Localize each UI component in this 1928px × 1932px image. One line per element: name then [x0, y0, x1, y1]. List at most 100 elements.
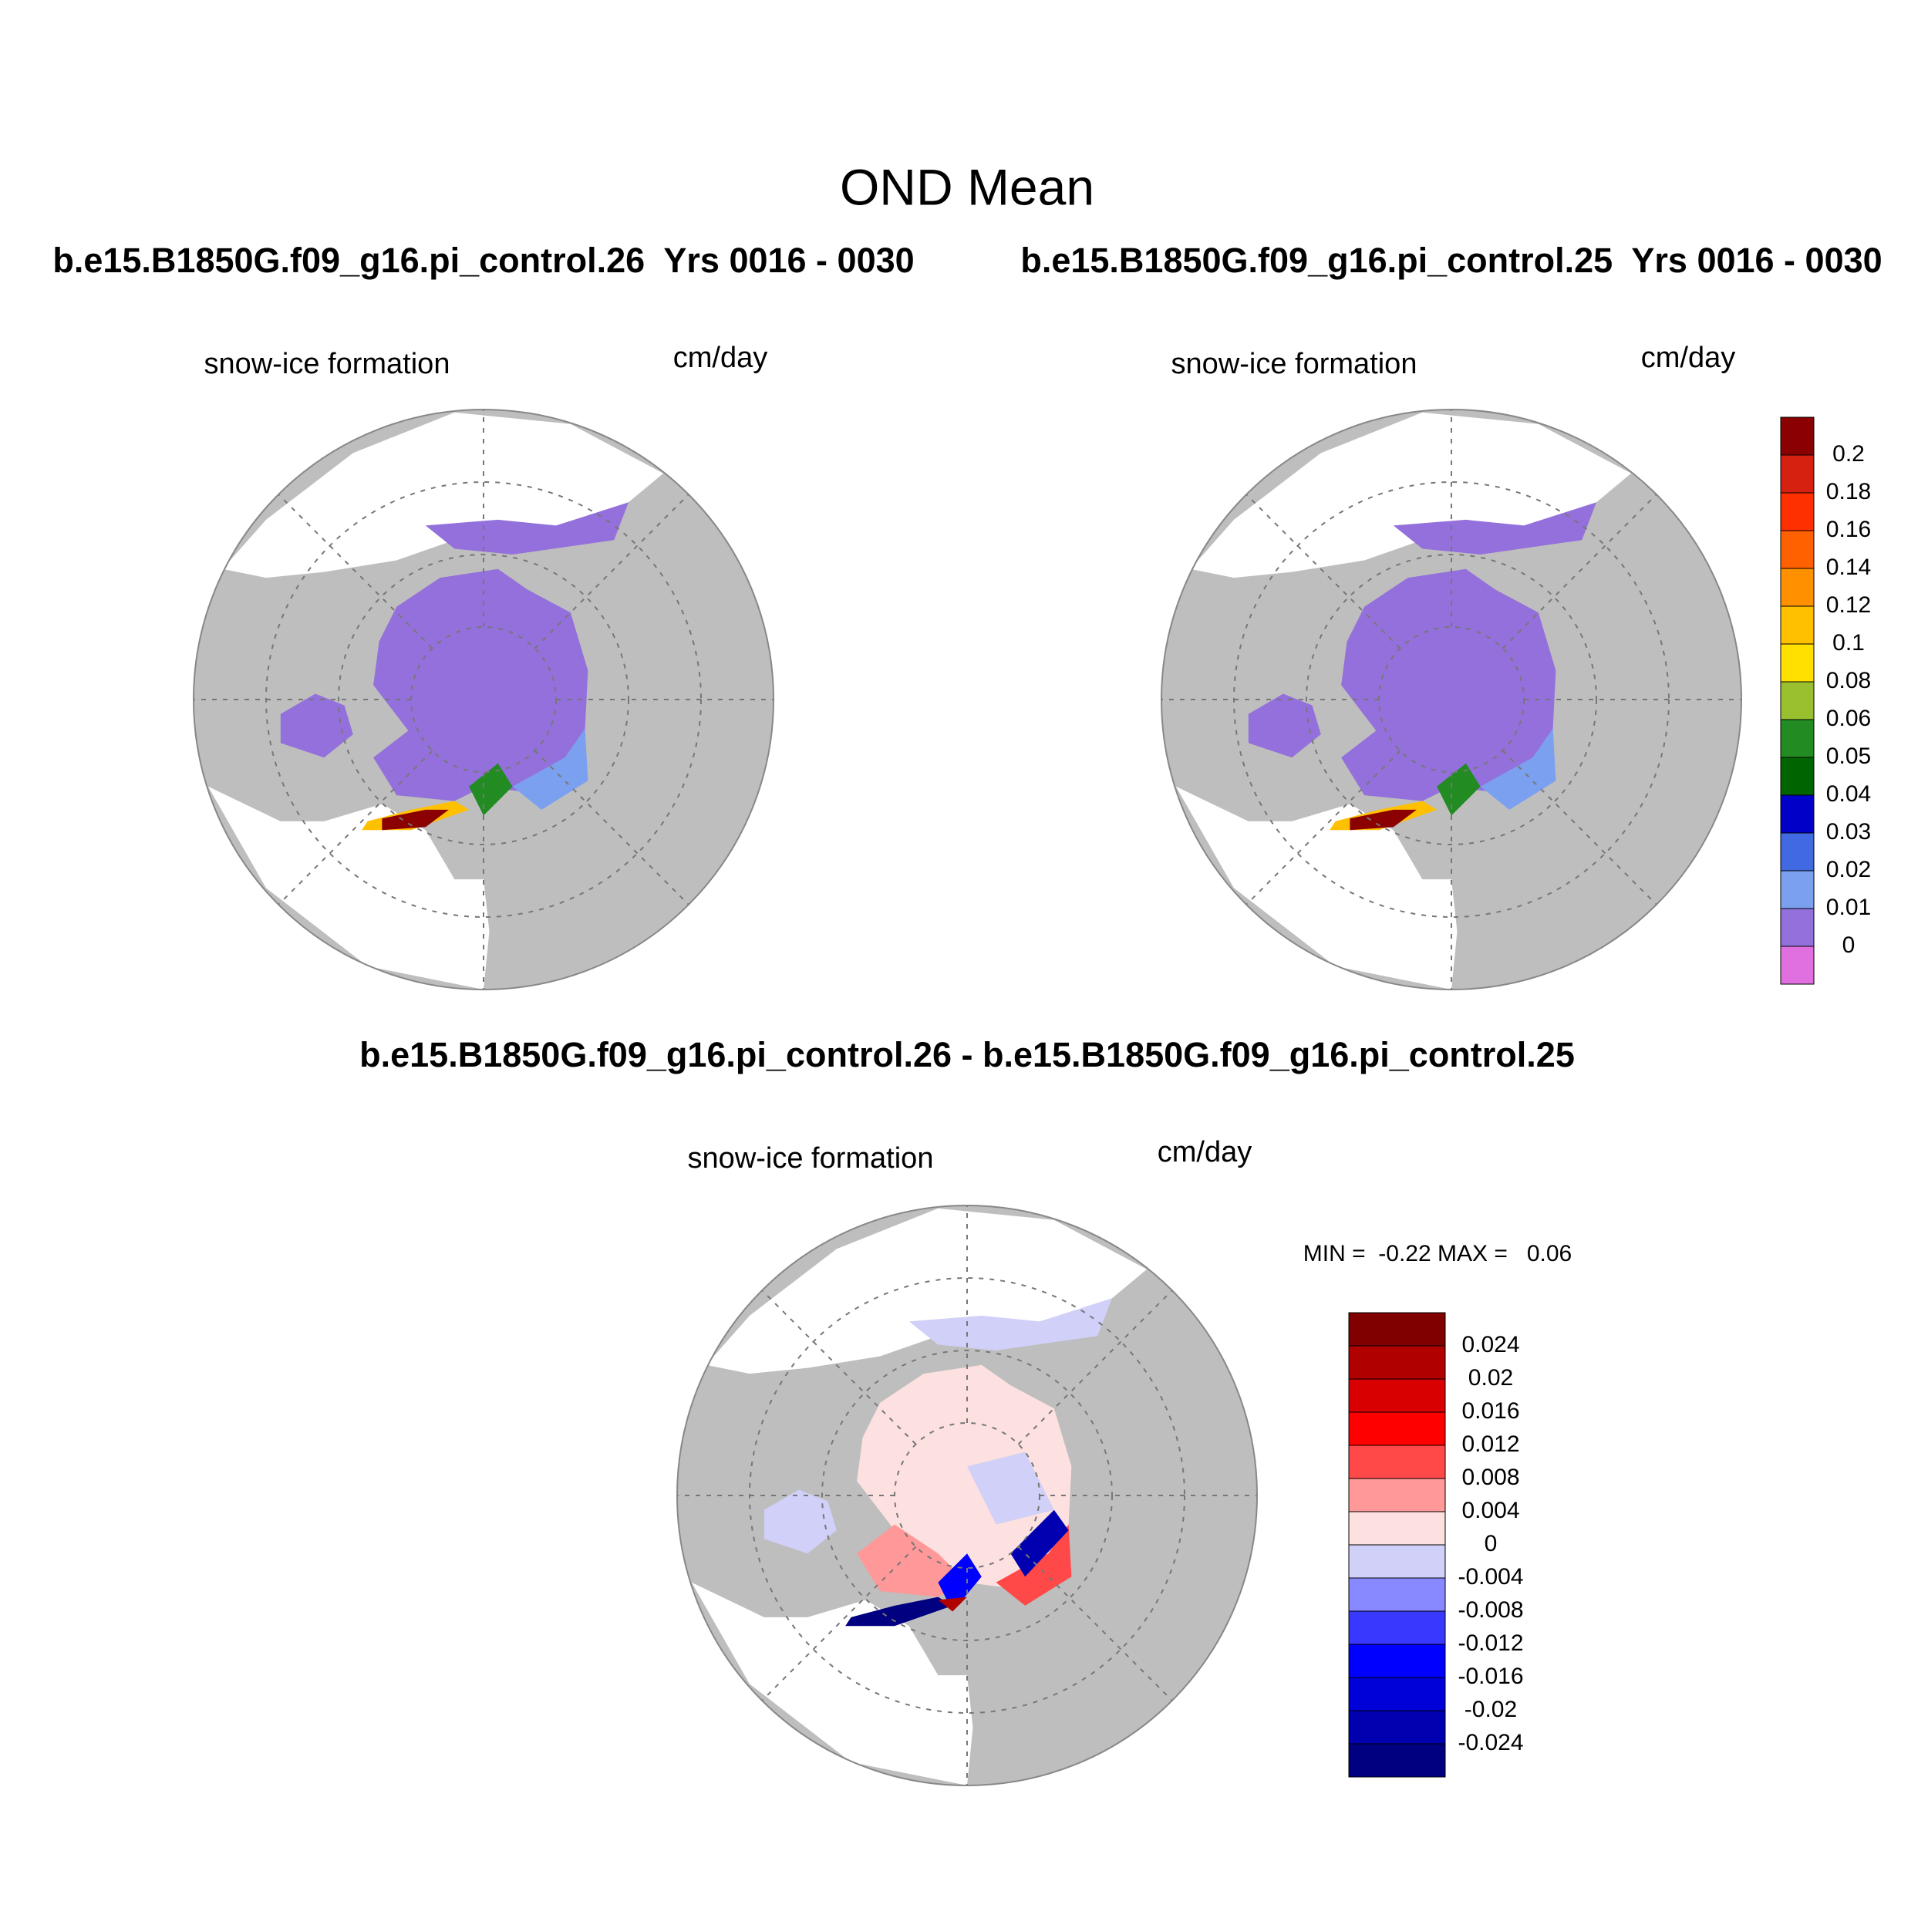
min-max-label: MIN = -0.22 MAX = 0.06 [1303, 1241, 1572, 1266]
colorbar-label: -0.024 [1458, 1730, 1523, 1755]
longitude-line [1502, 750, 1657, 905]
field-patch [908, 1298, 1112, 1350]
field-patch [373, 568, 588, 793]
ocean [706, 1208, 1148, 1374]
variable-label: snow-ice formation [1171, 348, 1417, 380]
colorbar-label: 0.012 [1461, 1431, 1519, 1457]
colorbar-label: -0.012 [1458, 1630, 1523, 1656]
colorbar-box [1780, 794, 1815, 834]
colorbar-box [1348, 1743, 1446, 1778]
colorbar-box [1348, 1511, 1446, 1546]
ocean [1190, 412, 1632, 578]
colorbar-box [1780, 832, 1815, 872]
colorbar-box [1780, 454, 1815, 494]
field-patch [1341, 568, 1556, 793]
map-body [1161, 410, 1741, 990]
colorbar-box [1780, 908, 1815, 947]
polar-map [193, 409, 774, 990]
case-title: b.e15.B1850G.f09_g16.pi_control.25 Yrs 0… [1020, 241, 1882, 280]
colorbar-label: 0.2 [1832, 441, 1865, 467]
latitude-line [821, 1350, 1113, 1641]
field-patch [1437, 763, 1481, 816]
colorbar-box [1780, 643, 1815, 683]
colorbar-label: 0.1 [1832, 630, 1865, 656]
colorbar-box [1780, 605, 1815, 645]
colorbar-box [1780, 757, 1815, 796]
colorbar-label: 0.016 [1461, 1398, 1519, 1424]
colorbar-box [1780, 870, 1815, 909]
colorbar-box [1780, 719, 1815, 758]
colorbar-box [1780, 492, 1815, 531]
ocean [222, 412, 664, 578]
field-patch [1350, 809, 1417, 831]
colorbar-box [1780, 416, 1815, 456]
colorbar-box [1348, 1677, 1446, 1711]
colorbar-box [1348, 1577, 1446, 1612]
longitude-line [1502, 494, 1657, 649]
map-border [676, 1205, 1258, 1786]
colorbar-box [1348, 1345, 1446, 1380]
field-patch [382, 809, 449, 831]
longitude-line [534, 494, 689, 649]
colorbar-box [1348, 1710, 1446, 1745]
colorbar-label: -0.02 [1465, 1697, 1517, 1722]
colorbar-box [1348, 1445, 1446, 1479]
longitude-line [1017, 1290, 1173, 1445]
colorbar-label: 0.18 [1826, 479, 1871, 504]
longitude-line [1245, 750, 1401, 905]
colorbar-box [1348, 1312, 1446, 1347]
map-border [1161, 409, 1742, 990]
field-patch [1010, 1509, 1069, 1577]
field-patch [967, 1452, 1054, 1525]
colorbar-box [1348, 1544, 1446, 1579]
field-patch [512, 728, 588, 810]
map-body [194, 410, 774, 990]
colorbar-label: 0.02 [1826, 857, 1871, 882]
colorbar-box [1780, 681, 1815, 720]
units-label: cm/day [1158, 1136, 1252, 1168]
longitude-line [278, 494, 433, 649]
colorbar-label: 0.008 [1461, 1465, 1519, 1490]
field-patch [425, 502, 629, 555]
ocean [1175, 786, 1458, 990]
polar-map [676, 1205, 1258, 1786]
main-title: OND Mean [840, 158, 1094, 215]
colorbar-label: -0.004 [1458, 1564, 1523, 1590]
colorbar-box [1348, 1478, 1446, 1512]
colorbar-label: 0.16 [1826, 517, 1871, 542]
units-label: cm/day [1641, 342, 1735, 374]
colorbar-box [1780, 946, 1815, 985]
colorbar-label: 0.14 [1826, 555, 1871, 580]
case-title: b.e15.B1850G.f09_g16.pi_control.26 - b.e… [359, 1035, 1575, 1074]
colorbar-box [1780, 568, 1815, 607]
colorbar-label: 0.01 [1826, 895, 1871, 920]
field-patch [845, 1597, 953, 1627]
longitude-line [1245, 494, 1401, 649]
colorbar-label: 0 [1842, 932, 1856, 958]
colorbar-label: 0.02 [1468, 1365, 1513, 1391]
units-label: cm/day [673, 342, 767, 374]
longitude-line [761, 1290, 917, 1445]
field-patch [763, 1489, 837, 1554]
colorbar-label: 0.05 [1826, 743, 1871, 769]
colorbar-label: 0.06 [1826, 706, 1871, 731]
colorbar-label: 0.08 [1826, 668, 1871, 693]
field-patch [280, 693, 353, 758]
colorbar-label: 0.024 [1461, 1332, 1519, 1357]
colorbar-label: 0.03 [1826, 819, 1871, 845]
field-patch [1393, 502, 1596, 555]
colorbar-box [1348, 1610, 1446, 1645]
map-body [677, 1205, 1257, 1785]
variable-label: snow-ice formation [688, 1142, 934, 1175]
ocean [207, 786, 490, 990]
field-patch [1248, 693, 1321, 758]
colorbar-label: 0.04 [1826, 781, 1871, 807]
colorbar-box [1348, 1378, 1446, 1413]
variable-label: snow-ice formation [204, 348, 450, 380]
longitude-line [278, 750, 433, 905]
latitude-line [1306, 554, 1597, 845]
colorbar-label: -0.016 [1458, 1664, 1523, 1689]
field-patch [857, 1364, 1072, 1589]
